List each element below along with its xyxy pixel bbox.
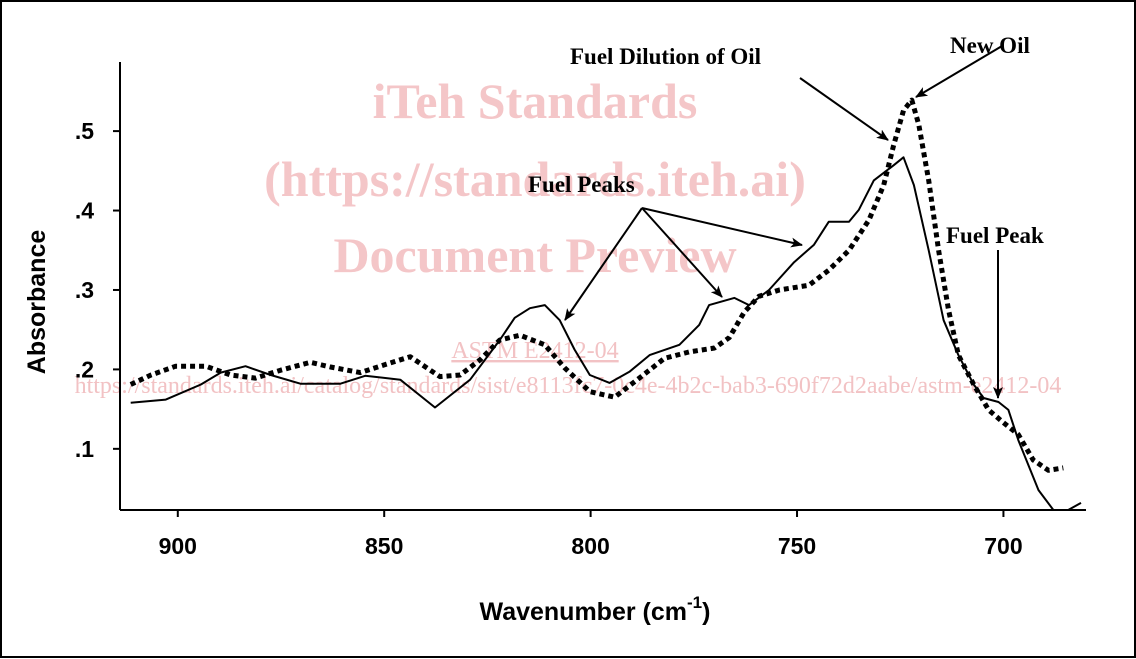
x-axis-title: Wavenumber (cm-1) <box>480 593 711 626</box>
arrow <box>915 45 1003 98</box>
arrow <box>641 207 803 248</box>
y-tick-label: .4 <box>75 198 94 224</box>
y-tick-label: .2 <box>75 356 94 382</box>
watermark-text: iTeh Standards <box>373 73 698 129</box>
arrows <box>564 45 1003 399</box>
y-tick-label: .1 <box>75 436 94 462</box>
arrow <box>641 207 723 298</box>
y-axis-title: Absorbance <box>23 230 51 375</box>
series-line <box>129 97 1064 473</box>
annotation: New Oil <box>950 33 1030 58</box>
x-axis-title-part: Wavenumber (cm <box>480 598 687 626</box>
watermark: iTeh Standards (https://standards.iteh.a… <box>75 73 1062 399</box>
x-tick-label: 750 <box>778 533 816 559</box>
watermark-text: (https://standards.iteh.ai) <box>264 151 806 207</box>
y-tick-label: .3 <box>75 277 94 303</box>
watermark-text: Document Preview <box>333 227 736 283</box>
arrow <box>799 77 889 141</box>
x-tick-label: 900 <box>159 533 197 559</box>
watermark-text: https://standards.iteh.ai/catalog/standa… <box>75 373 1062 399</box>
arrow <box>564 207 643 321</box>
x-tick-label: 850 <box>365 533 403 559</box>
annotation: Fuel Dilution of Oil <box>570 44 761 69</box>
x-tick-label: 700 <box>984 533 1022 559</box>
annotation: Fuel Peaks <box>528 172 635 197</box>
x-axis-title-part: ) <box>702 598 710 626</box>
x-tick-label: 800 <box>571 533 609 559</box>
annotation: Fuel Peak <box>946 223 1044 248</box>
y-tick-label: .5 <box>75 118 94 144</box>
x-axis-title-sup: -1 <box>687 593 702 612</box>
